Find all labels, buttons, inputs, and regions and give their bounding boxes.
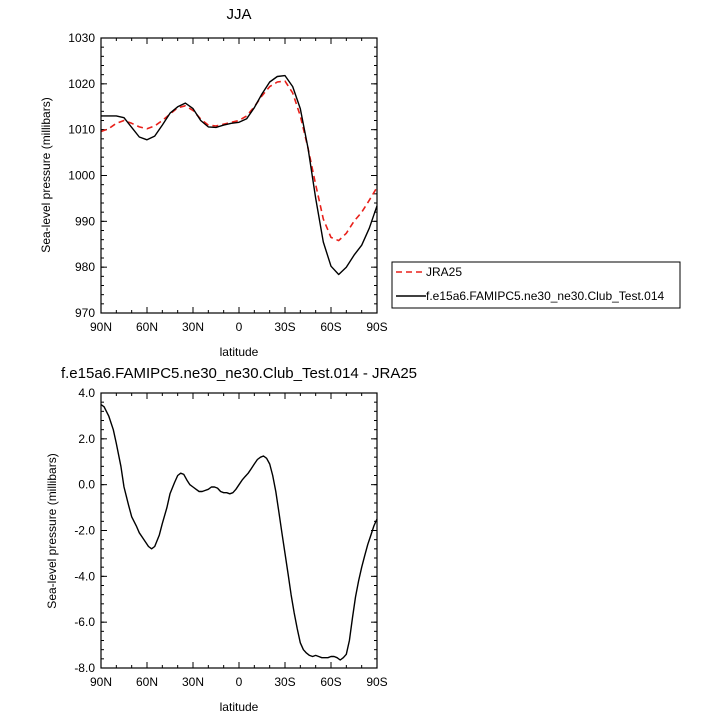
legend-label-model: f.e15a6.FAMIPC5.ne30_ne30.Club_Test.014 — [426, 289, 664, 303]
y-tick-label: 2.0 — [78, 432, 95, 446]
top-series-group — [100, 74, 378, 276]
chart-title-difference: f.e15a6.FAMIPC5.ne30_ne30.Club_Test.014 … — [61, 365, 417, 382]
x-tick-label: 90N — [90, 320, 112, 334]
y-tick-label: 990 — [75, 214, 95, 228]
x-tick-label: 30S — [274, 320, 295, 334]
bottom-series-group — [100, 403, 378, 661]
chart-title: JJA — [226, 6, 251, 23]
y-tick-label: 0.0 — [78, 478, 95, 492]
y-tick-label: 970 — [75, 306, 95, 320]
chart-bottom: f.e15a6.FAMIPC5.ne30_ne30.Club_Test.014 … — [45, 365, 417, 714]
legend: JRA25 f.e15a6.FAMIPC5.ne30_ne30.Club_Tes… — [391, 261, 681, 309]
y-axis-title: Sea-level pressure (millibars) — [39, 97, 53, 252]
legend-label-jra25: JRA25 — [426, 265, 462, 279]
x-tick-label: 30N — [182, 320, 204, 334]
x-tick-label: 60S — [320, 320, 341, 334]
y-tick-label: 1010 — [68, 123, 95, 137]
series-line-0-0 — [100, 80, 378, 242]
x-tick-label: 90S — [366, 675, 387, 689]
y-axis-title-difference: Sea-level pressure (millibars) — [45, 453, 59, 608]
bottom-axis-ticks: 90N 60N 30N 0 30S 60S 90S -8.0 -6.0 -4.0 -2.0 0.0 2.… — [74, 386, 387, 689]
x-tick-label: 30N — [182, 675, 204, 689]
y-tick-label: -4.0 — [74, 569, 95, 583]
y-tick-label: 4.0 — [78, 386, 95, 400]
x-tick-label: 0 — [236, 675, 243, 689]
x-axis-title-difference: latitude — [220, 700, 259, 714]
x-axis-title: latitude — [220, 345, 259, 359]
y-tick-label: 1020 — [68, 77, 95, 91]
top-plot-frame — [100, 37, 378, 314]
y-tick-label: 980 — [75, 260, 95, 274]
y-tick-label: -2.0 — [74, 524, 95, 538]
x-tick-label: 90S — [366, 320, 387, 334]
legend-frame — [391, 261, 681, 309]
chart-top: JJA 90N 60N 30N 0 30S 60S 90S 970 980 990 1000 1010… — [39, 6, 681, 359]
x-tick-label: 60S — [320, 675, 341, 689]
x-tick-label: 30S — [274, 675, 295, 689]
series-line-1-0 — [100, 403, 378, 661]
y-tick-label: 1030 — [68, 31, 95, 45]
x-tick-label: 60N — [136, 320, 158, 334]
top-axis-ticks: 90N 60N 30N 0 30S 60S 90S 970 980 990 1000 1010 1020… — [68, 31, 387, 334]
y-tick-label: -8.0 — [74, 661, 95, 675]
x-tick-label: 0 — [236, 320, 243, 334]
x-tick-label: 60N — [136, 675, 158, 689]
series-line-0-1 — [101, 74, 378, 276]
y-tick-label: -6.0 — [74, 615, 95, 629]
bottom-plot-frame — [100, 392, 378, 669]
y-tick-label: 1000 — [68, 169, 95, 183]
x-tick-label: 90N — [90, 675, 112, 689]
